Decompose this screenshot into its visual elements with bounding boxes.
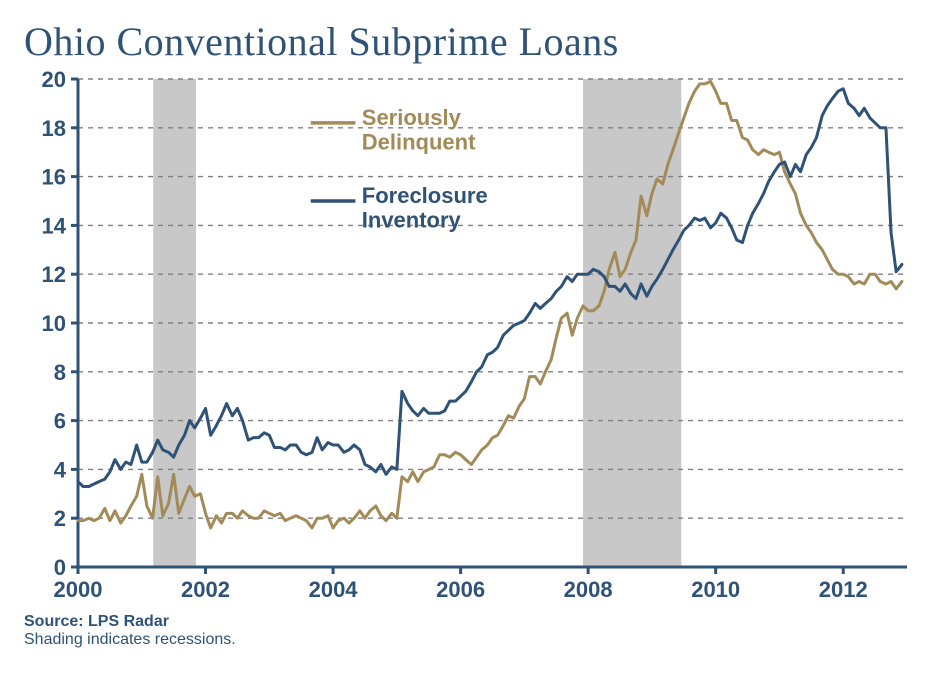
svg-text:14: 14 [42, 213, 67, 238]
chart-footer: Source: LPS Radar Shading indicates rece… [24, 613, 925, 649]
svg-text:16: 16 [42, 165, 66, 190]
svg-text:Inventory: Inventory [362, 208, 462, 233]
svg-text:Delinquent: Delinquent [362, 130, 476, 155]
svg-text:2004: 2004 [309, 577, 359, 602]
svg-text:2002: 2002 [181, 577, 230, 602]
svg-text:2: 2 [54, 506, 66, 531]
svg-text:20: 20 [42, 71, 66, 92]
footer-note: Shading indicates recessions. [24, 631, 925, 649]
svg-text:Foreclosure: Foreclosure [362, 183, 488, 208]
svg-text:18: 18 [42, 116, 66, 141]
svg-text:10: 10 [42, 311, 66, 336]
svg-text:8: 8 [54, 360, 66, 385]
svg-text:2010: 2010 [691, 577, 740, 602]
svg-text:2012: 2012 [819, 577, 868, 602]
svg-text:4: 4 [54, 457, 67, 482]
svg-text:2006: 2006 [436, 577, 485, 602]
source-line: Source: LPS Radar [24, 613, 925, 631]
svg-text:2000: 2000 [54, 577, 103, 602]
svg-text:Seriously: Seriously [362, 105, 462, 130]
svg-text:2008: 2008 [564, 577, 613, 602]
svg-text:12: 12 [42, 262, 66, 287]
source-value: LPS Radar [88, 613, 169, 630]
plot-area: 0246810121416182020002002200420062008201… [20, 71, 925, 611]
source-label: Source: [24, 613, 84, 630]
chart-container: Ohio Conventional Subprime Loans 0246810… [0, 0, 945, 680]
chart-title: Ohio Conventional Subprime Loans [24, 18, 925, 65]
line-chart-svg: 0246810121416182020002002200420062008201… [20, 71, 925, 611]
svg-text:6: 6 [54, 409, 66, 434]
